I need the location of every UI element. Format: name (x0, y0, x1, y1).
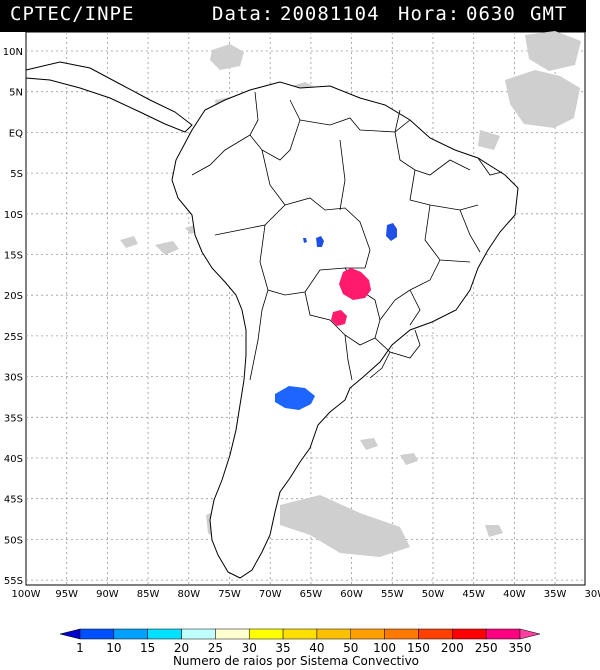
latitude-label: 50S (4, 535, 23, 546)
latitude-label: 10N (3, 47, 23, 58)
longitude-label: 50W (422, 589, 445, 600)
latitude-label: 40S (4, 454, 23, 465)
colorbar-segment (113, 628, 148, 640)
colorbar-segment (316, 628, 352, 640)
colorbar-tick-label: 20 (174, 641, 189, 655)
colorbar-tick-label: 200 (441, 641, 464, 655)
colorbar-segment (418, 628, 453, 640)
longitude-label: 80W (177, 589, 200, 600)
longitude-label: 35W (544, 589, 567, 600)
convective-system (331, 310, 347, 326)
colorbar-tick-label: 25 (208, 641, 223, 655)
south-america-coastline (171, 81, 519, 579)
colorbar-tick-label: 1 (76, 641, 84, 655)
longitude-label: 65W (300, 589, 323, 600)
colorbar (59, 628, 541, 640)
colorbar-tick-label: 15 (140, 641, 155, 655)
timezone-label: GMT (530, 3, 568, 25)
colorbar-segment (181, 628, 216, 640)
latitude-labels: 10N 5N EQ 5S 10S 15S 20S 25S 30S 35S 40S 45S 50S 55S (3, 47, 23, 587)
title-bar: CPTEC/INPE Data: 20081104 Hora: 0630 GMT (0, 0, 586, 32)
colorbar-segment (384, 628, 419, 640)
latitude-label: 55S (4, 576, 23, 587)
colorbar-segment (350, 628, 385, 640)
colorbar-tick-label: 350 (509, 641, 532, 655)
colorbar-arrow-right (519, 628, 541, 640)
convective-system (339, 268, 371, 300)
latitude-label: 45S (4, 495, 23, 506)
latitude-label: 15S (4, 251, 23, 262)
colorbar-tick-label: 35 (275, 641, 290, 655)
latitude-label: 5S (10, 169, 23, 180)
longitude-label: 75W (218, 589, 241, 600)
longitude-label: 40W (503, 589, 526, 600)
colorbar-tick-labels: 1 10 15 20 25 30 35 40 50 100 150 200 250 350 (76, 641, 531, 655)
date-value: 20081104 (280, 3, 380, 25)
colorbar-tick-label: 250 (475, 641, 498, 655)
convective-system (316, 236, 324, 247)
convective-systems (275, 223, 397, 410)
longitude-label: 90W (96, 589, 119, 600)
longitude-labels: 100W 95W 90W 85W 80W 75W 70W 65W 60W 55W 50W 45W 40W… (12, 589, 600, 600)
longitude-label: 55W (381, 589, 404, 600)
latitude-label: 25S (4, 332, 23, 343)
country-borders (191, 91, 503, 381)
latitude-label: 10S (4, 210, 23, 221)
colorbar-tick-label: 50 (343, 641, 358, 655)
latitude-label: 35S (4, 413, 23, 424)
colorbar-tick-label: 100 (373, 641, 396, 655)
date-label: Data: (212, 3, 275, 25)
hour-value: 0630 (466, 3, 516, 25)
hour-label: Hora: (398, 3, 461, 25)
longitude-label: 100W (12, 589, 41, 600)
longitude-label: 60W (340, 589, 363, 600)
convective-system (275, 386, 315, 410)
colorbar-segment (248, 628, 284, 640)
longitude-label: 85W (137, 589, 160, 600)
latitude-label: 5N (9, 88, 23, 99)
colorbar-arrow-left (59, 628, 81, 640)
latitude-label: EQ (9, 128, 23, 139)
longitude-label: 70W (259, 589, 282, 600)
longitude-label: 95W (55, 589, 78, 600)
colorbar-segment (485, 628, 521, 640)
longitude-label: 30W (584, 589, 600, 600)
colorbar-segment (452, 628, 487, 640)
colorbar-tick-label: 150 (407, 641, 430, 655)
colorbar-segment (79, 628, 115, 640)
colorbar-segment (147, 628, 182, 640)
colorbar-tick-label: 40 (309, 641, 324, 655)
latitude-label: 20S (4, 291, 23, 302)
colorbar-segment (215, 628, 250, 640)
convective-system (386, 223, 397, 241)
central-america-coastline (25, 61, 193, 133)
convective-system (303, 238, 307, 243)
latitude-label: 30S (4, 373, 23, 384)
source-label: CPTEC/INPE (10, 3, 135, 25)
colorbar-segment (282, 628, 318, 640)
colorbar-tick-label: 30 (242, 641, 257, 655)
colorbar-title: Numero de raios por Sistema Convectivo (173, 654, 419, 668)
longitude-label: 45W (462, 589, 485, 600)
colorbar-tick-label: 10 (106, 641, 121, 655)
